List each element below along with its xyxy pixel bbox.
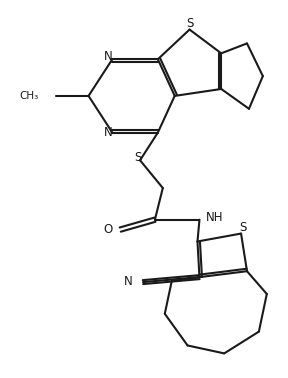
Text: S: S bbox=[134, 151, 142, 164]
Text: N: N bbox=[104, 126, 113, 139]
Text: CH₃: CH₃ bbox=[20, 91, 39, 101]
Text: S: S bbox=[186, 17, 193, 30]
Text: N: N bbox=[104, 50, 113, 63]
Text: O: O bbox=[103, 223, 112, 236]
Text: N: N bbox=[124, 274, 133, 288]
Text: NH: NH bbox=[205, 211, 223, 224]
Text: S: S bbox=[239, 221, 247, 234]
